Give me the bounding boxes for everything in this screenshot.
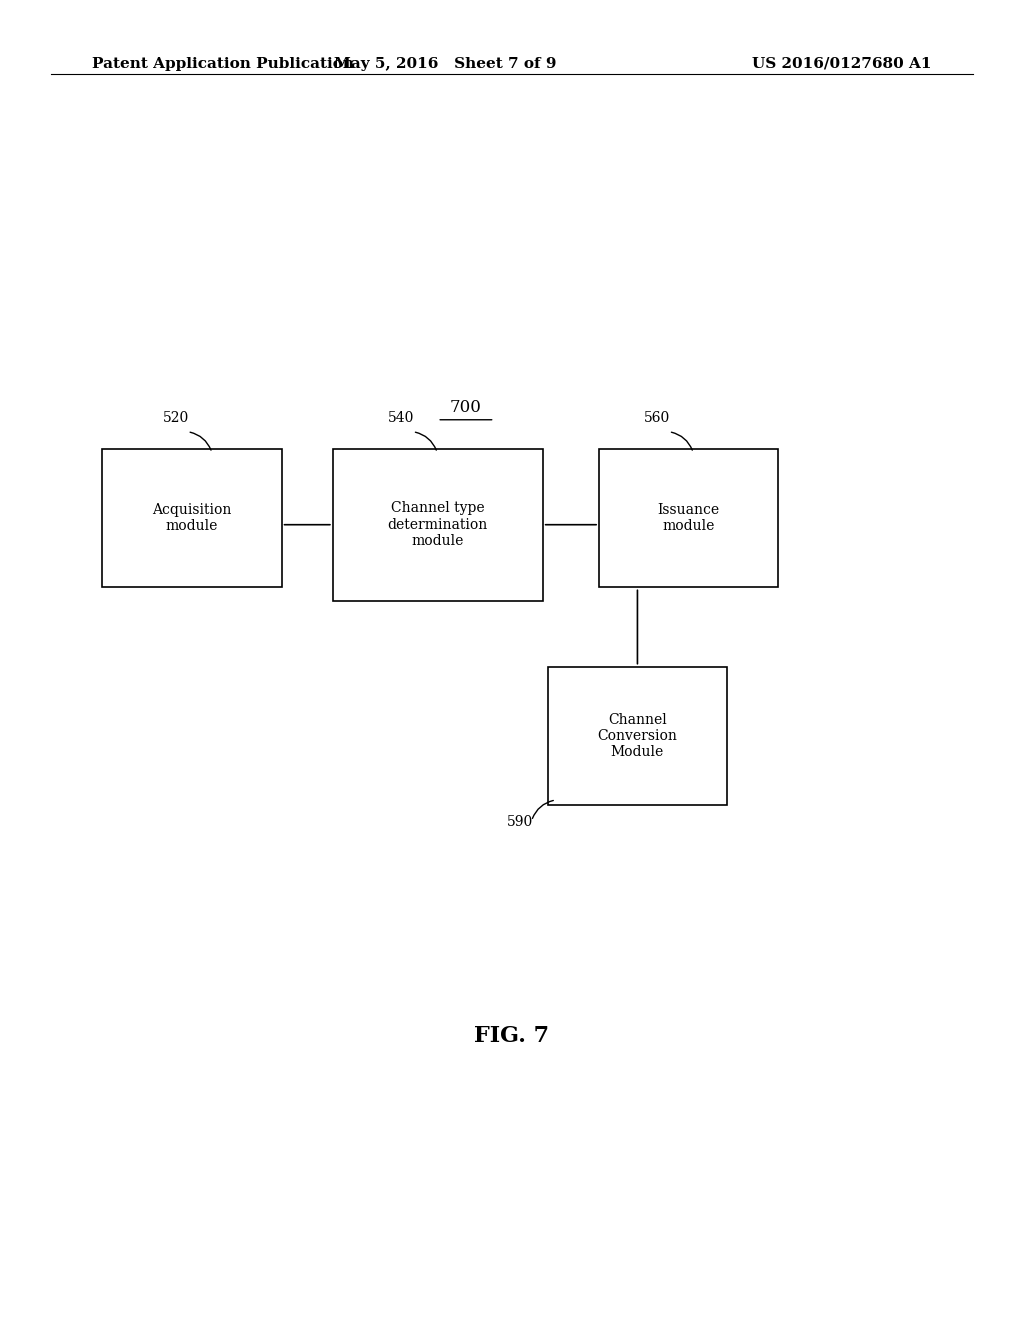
Text: FIG. 7: FIG. 7	[474, 1026, 550, 1047]
Text: 590: 590	[507, 814, 534, 829]
Text: 540: 540	[388, 411, 415, 425]
Text: Acquisition
module: Acquisition module	[153, 503, 231, 533]
Text: Patent Application Publication: Patent Application Publication	[92, 57, 354, 71]
Text: Channel
Conversion
Module: Channel Conversion Module	[597, 713, 678, 759]
Text: 700: 700	[450, 399, 482, 416]
Text: Issuance
module: Issuance module	[657, 503, 720, 533]
Text: 560: 560	[644, 411, 671, 425]
FancyBboxPatch shape	[102, 449, 282, 587]
Text: May 5, 2016   Sheet 7 of 9: May 5, 2016 Sheet 7 of 9	[334, 57, 557, 71]
Text: 520: 520	[163, 411, 189, 425]
FancyBboxPatch shape	[599, 449, 778, 587]
Text: US 2016/0127680 A1: US 2016/0127680 A1	[753, 57, 932, 71]
Text: Channel type
determination
module: Channel type determination module	[388, 502, 487, 548]
FancyBboxPatch shape	[548, 667, 727, 805]
FancyBboxPatch shape	[333, 449, 543, 601]
